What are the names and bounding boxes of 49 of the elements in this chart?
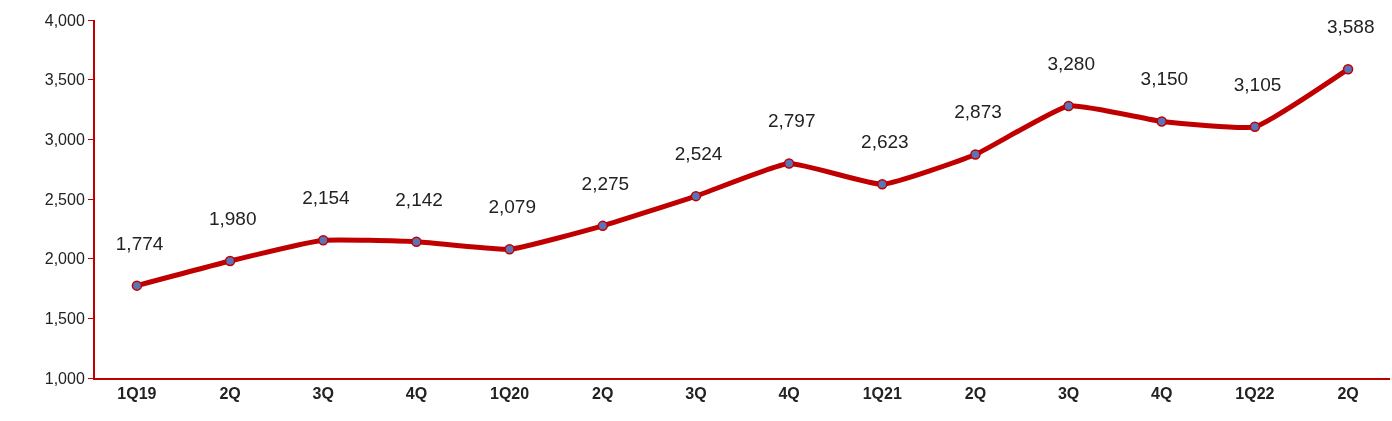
data-label: 2,873 <box>949 101 1002 123</box>
x-tick-label: 1Q19 <box>117 385 157 403</box>
point <box>504 243 515 255</box>
point <box>318 235 329 246</box>
data-label: 3,150 <box>1135 68 1189 90</box>
x-tick-label: 2Q <box>1337 385 1359 403</box>
data-label: 3,105 <box>1228 73 1282 95</box>
point <box>783 158 795 169</box>
data-label: 2,623 <box>855 131 909 153</box>
data-label: 2,142 <box>390 188 443 210</box>
x-tick-label: 2Q <box>592 385 614 403</box>
x-tick-label: 4Q <box>1151 385 1173 403</box>
x-tick-label: 4Q <box>778 385 800 403</box>
data-label: 1,980 <box>203 207 257 229</box>
point <box>597 220 608 232</box>
data-label: 3,280 <box>1042 52 1095 74</box>
data-label: 2,079 <box>483 196 536 218</box>
data-label: 1,774 <box>110 232 164 254</box>
data-label: 3,588 <box>1321 16 1375 38</box>
data-label: 2,275 <box>576 172 630 194</box>
point <box>411 236 422 247</box>
x-tick-label: 1Q21 <box>862 385 902 403</box>
data-label: 2,524 <box>669 143 723 165</box>
x-tick-label: 3Q <box>685 385 707 403</box>
point <box>1342 63 1354 75</box>
y-tick-label: 3,000 <box>44 130 85 148</box>
x-tick-label: 4Q <box>405 385 428 403</box>
x-tick-label: 2Q <box>964 385 987 403</box>
x-tick-label: 1Q22 <box>1235 385 1275 403</box>
point <box>1249 121 1261 133</box>
y-tick-label: 2,500 <box>44 190 85 208</box>
x-tick-label: 3Q <box>1057 385 1080 403</box>
point <box>1156 116 1167 127</box>
point <box>224 255 236 267</box>
data-label: 2,154 <box>296 187 351 209</box>
y-tick-label: 3,500 <box>44 71 85 89</box>
point <box>131 280 143 291</box>
y-tick-label: 1,500 <box>44 309 85 327</box>
point <box>690 190 702 202</box>
y-tick-label: 4,000 <box>44 11 85 29</box>
point <box>1063 100 1074 112</box>
y-tick-label: 2,000 <box>44 250 85 268</box>
point <box>877 179 888 190</box>
point <box>970 149 981 160</box>
x-tick-label: 1Q20 <box>490 385 530 403</box>
y-tick-label: 1,000 <box>44 369 85 387</box>
data-label: 2,797 <box>762 110 816 132</box>
x-tick-label: 3Q <box>312 385 334 403</box>
x-tick-label: 2Q <box>219 385 241 403</box>
